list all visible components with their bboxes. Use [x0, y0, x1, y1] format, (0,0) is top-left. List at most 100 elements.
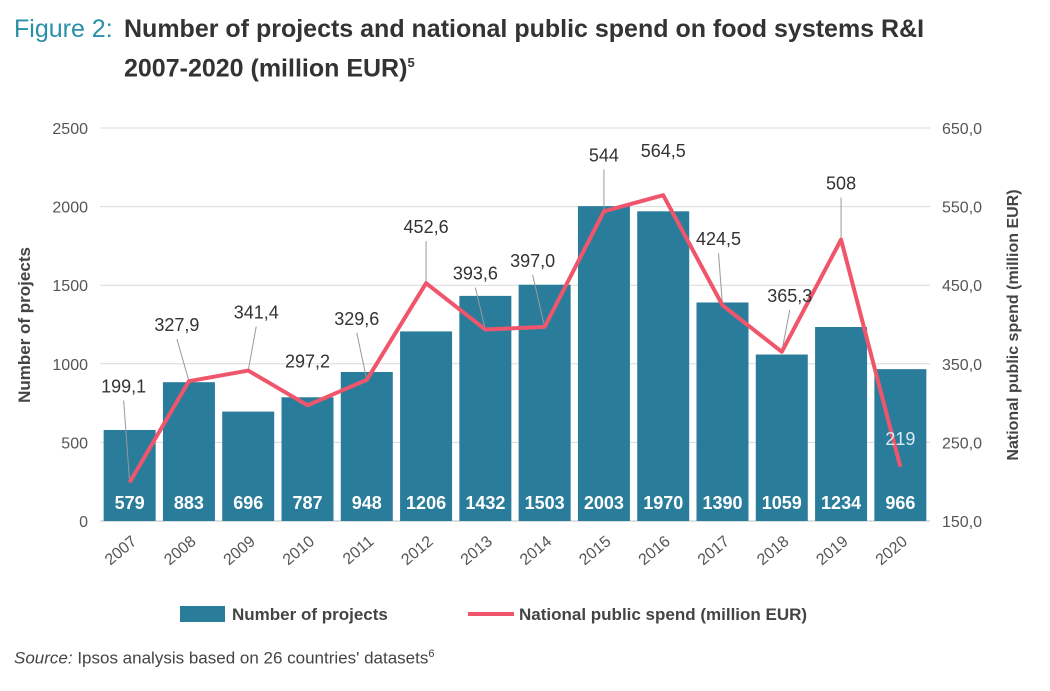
bar-value-label: 787 [292, 493, 322, 513]
bar-value-label: 1234 [821, 493, 861, 513]
x-tick-label: 2010 [280, 533, 318, 569]
line-path [127, 193, 903, 484]
label-leader [176, 339, 190, 382]
line-value-label: 393,6 [453, 264, 498, 284]
bar [637, 211, 690, 522]
line-value-label: 424,5 [696, 229, 741, 249]
bar-value-label: 1432 [465, 493, 505, 513]
x-tick-label: 2013 [458, 533, 496, 569]
line-value-label: 397,0 [510, 251, 555, 271]
line-series [127, 193, 903, 484]
x-tick-label: 2008 [161, 533, 199, 569]
bar-value-label: 1503 [525, 493, 565, 513]
bar [815, 327, 868, 521]
bar [340, 371, 393, 521]
right-tick-label: 150,0 [942, 514, 982, 531]
line-value-label: 544 [589, 145, 619, 165]
label-leader [247, 326, 257, 371]
source-note: Source: Ipsos analysis based on 26 count… [14, 648, 434, 669]
label-leader [532, 274, 546, 327]
line-value-labels: 199,1 327,9 341,4 297,2 329,6 452,6 393,6 397,0… [101, 141, 915, 449]
x-tick-label: 2018 [754, 533, 792, 569]
bar-value-label: 696 [233, 493, 263, 513]
x-tick-label: 2014 [517, 533, 555, 569]
figure-label: Figure 2: [14, 15, 113, 43]
left-tick-label: 2500 [52, 121, 88, 138]
legend-bar-swatch [180, 606, 225, 622]
bar-value-label: 1970 [643, 493, 683, 513]
bar-value-label: 966 [885, 493, 915, 513]
line-value-label: 327,9 [154, 315, 199, 335]
bar-series [103, 206, 927, 522]
line-value-label: 297,2 [285, 351, 330, 371]
figure-title: Figure 2: Number of projects and nationa… [14, 12, 1034, 85]
x-tick-label: 2015 [576, 533, 614, 569]
legend-bar-label: Number of projects [232, 605, 388, 624]
x-tick-label: 2012 [398, 533, 436, 569]
bar [696, 302, 749, 521]
label-leader [781, 309, 791, 352]
left-axis-ticks: 0 500 1000 1500 2000 2500 [52, 121, 88, 531]
right-tick-label: 450,0 [942, 278, 982, 295]
title-line-1: Number of projects and national public s… [124, 15, 925, 43]
source-label: Source: [14, 648, 73, 668]
bar [281, 397, 334, 521]
line-value-label: 329,6 [334, 309, 379, 329]
line-value-label: 508 [826, 174, 856, 194]
right-tick-label: 650,0 [942, 121, 982, 138]
bar [518, 284, 571, 521]
left-tick-label: 0 [79, 514, 88, 531]
title-footnote: 5 [407, 55, 415, 70]
label-leader [474, 287, 486, 330]
x-tick-label: 2020 [873, 533, 911, 569]
bar-value-labels: 579 883 696 787 948 1206 1432 1503 2003 1970 1390 1… [115, 493, 916, 513]
x-tick-label: 2007 [102, 533, 140, 569]
label-leader [123, 400, 131, 483]
bar-value-label: 1206 [406, 493, 446, 513]
right-tick-label: 250,0 [942, 435, 982, 452]
line-value-label: 564,5 [641, 141, 686, 161]
left-tick-label: 1000 [52, 357, 88, 374]
bar [400, 331, 453, 521]
x-tick-label: 2009 [221, 533, 259, 569]
right-tick-label: 550,0 [942, 200, 982, 217]
bar [755, 354, 808, 521]
line-value-label: 341,4 [234, 303, 279, 323]
line-value-label: 199,1 [101, 376, 146, 396]
bar-value-label: 579 [115, 493, 145, 513]
line-value-label: 365,3 [767, 286, 812, 306]
label-leader [718, 253, 723, 306]
line-value-label: 452,6 [404, 217, 449, 237]
legend: Number of projects National public spend… [180, 605, 807, 624]
bar-value-label: 883 [174, 493, 204, 513]
x-axis-ticks: 2007 2008 2009 2010 2011 2012 2013 2014 2015 2016… [102, 533, 911, 569]
bar [222, 411, 275, 521]
left-axis-title: Number of projects [15, 247, 34, 403]
left-tick-label: 1500 [52, 278, 88, 295]
bar [103, 429, 156, 521]
bar-value-label: 1390 [702, 493, 742, 513]
x-tick-label: 2011 [340, 533, 377, 568]
source-text: Ipsos analysis based on 26 countries' da… [77, 648, 429, 668]
bar-value-label: 948 [352, 493, 382, 513]
label-leader [356, 332, 368, 380]
x-tick-label: 2019 [813, 533, 851, 569]
title-line-2: 2007-2020 (million EUR) [124, 54, 408, 83]
legend-line-label: National public spend (million EUR) [519, 605, 807, 624]
line-value-label: 219 [885, 429, 915, 449]
x-tick-label: 2017 [695, 533, 733, 569]
bar [162, 382, 215, 521]
left-tick-label: 500 [61, 435, 88, 452]
bar [459, 295, 512, 521]
right-tick-label: 350,0 [942, 357, 982, 374]
right-axis-title: National public spend (million EUR) [1005, 189, 1022, 460]
bar-value-label: 1059 [762, 493, 802, 513]
left-tick-label: 2000 [52, 200, 88, 217]
x-tick-label: 2016 [636, 533, 674, 569]
figure-main-title: Number of projects and national public s… [124, 12, 1034, 85]
right-axis-ticks: 150,0 250,0 350,0 450,0 550,0 650,0 [942, 121, 982, 531]
source-footnote: 6 [428, 648, 435, 660]
bar-value-label: 2003 [584, 493, 624, 513]
line-label-leaders [123, 169, 842, 483]
